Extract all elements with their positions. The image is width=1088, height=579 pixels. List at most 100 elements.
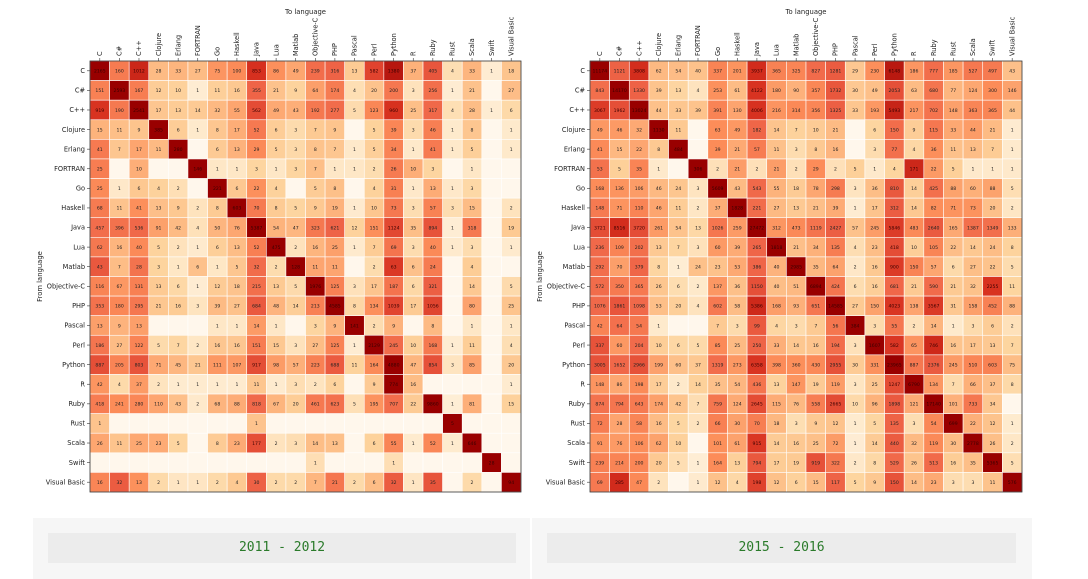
cell-value-label: 11174 — [593, 69, 608, 75]
cell-value-label: 91 — [597, 441, 603, 447]
cell-value-label: 122 — [135, 343, 144, 349]
cell-value-label: 116 — [95, 284, 104, 290]
cell-value-label: 2 — [716, 167, 719, 173]
cell-value-label: 4 — [373, 186, 376, 192]
cell-value-label: 5 — [235, 265, 238, 271]
cell-value-label: 3 — [157, 265, 160, 271]
cell-value-label: 45 — [175, 362, 181, 368]
cell-value-label: 121 — [910, 402, 919, 408]
cell-value-label: 25 — [97, 186, 103, 192]
cell-value-label: 13 — [234, 147, 240, 153]
cell-value-label: 461 — [311, 402, 320, 408]
cell-value-label: 76 — [234, 225, 240, 231]
cell-value-label: 43 — [293, 108, 299, 114]
cell-value-label: 100 — [233, 69, 242, 75]
cell-value-label: 33 — [950, 127, 956, 133]
col-label-java: Java — [753, 42, 761, 57]
cell-value-label: 13 — [234, 245, 240, 251]
cell-value-label: 1 — [451, 225, 454, 231]
cell-value-label: 2 — [275, 265, 278, 271]
cell-value-label: 30 — [734, 421, 740, 427]
plot-frame — [89, 60, 522, 493]
row-label-lua: Lua — [573, 243, 585, 251]
cell-value-label: 11 — [675, 127, 681, 133]
cell-value-label: 5 — [157, 245, 160, 251]
cell-value-label: 17 — [656, 382, 662, 388]
cell-value-label: 919 — [811, 460, 820, 466]
cell-value-label: 28 — [469, 108, 475, 114]
cell-value-label: 72 — [833, 441, 839, 447]
cell-value-label: 3 — [952, 480, 955, 486]
cell-value-label: 57 — [430, 206, 436, 212]
cell-value-label: 1 — [314, 460, 317, 466]
cell-value-label: 774 — [389, 382, 398, 388]
cell-value-label: 11 — [990, 480, 996, 486]
cell-value-label: 26 — [97, 441, 103, 447]
cell-value-label: 60 — [617, 343, 623, 349]
cell-value-label: 6 — [412, 265, 415, 271]
cell-value-label: 16 — [656, 421, 662, 427]
cell-value-label: 3937 — [751, 69, 763, 75]
cell-value-label: 146 — [193, 167, 202, 173]
cell-value-label: 5 — [471, 147, 474, 153]
cell-value-label: 216 — [772, 108, 781, 114]
cell-value-label: 11 — [214, 88, 220, 94]
cell-value-label: 2 — [1011, 323, 1014, 329]
cell-value-label: 4 — [118, 382, 121, 388]
cell-value-label: 1 — [235, 382, 238, 388]
cell-value-label: 202 — [635, 245, 644, 251]
cell-value-label: 185 — [949, 69, 958, 75]
cell-value-label: 1 — [216, 265, 219, 271]
cell-value-label: 1 — [196, 245, 199, 251]
cell-value-label: 9 — [913, 127, 916, 133]
cell-value-label: 105 — [929, 245, 938, 251]
col-label-cpp: C++ — [135, 40, 143, 56]
cell-value-label: 1 — [451, 343, 454, 349]
heatmap-cell — [668, 472, 689, 493]
cell-value-label: 198 — [753, 480, 762, 486]
cell-value-label: 88 — [234, 402, 240, 408]
cell-value-label: 10 — [675, 441, 681, 447]
cell-value-label: 109 — [615, 245, 624, 251]
row-label-objective-c: Objective-C — [47, 282, 86, 290]
cell-value-label: 10 — [410, 167, 416, 173]
cell-value-label: 572 — [595, 284, 604, 290]
cell-value-label: 17 — [970, 343, 976, 349]
cell-value-label: 16 — [872, 284, 878, 290]
cell-value-label: 22 — [990, 265, 996, 271]
row-label-scala: Scala — [67, 439, 85, 447]
cell-value-label: 1 — [657, 323, 660, 329]
cell-value-label: 8 — [216, 206, 219, 212]
cell-value-label: 17 — [410, 304, 416, 310]
col-label-swift: Swift — [989, 39, 997, 56]
cell-value-label: 5 — [854, 167, 857, 173]
cell-value-label: 18 — [774, 421, 780, 427]
cell-value-label: 13 — [136, 323, 142, 329]
cell-value-label: 107 — [233, 362, 242, 368]
cell-value-label: 21 — [813, 206, 819, 212]
cell-value-label: 9 — [814, 421, 817, 427]
cell-value-label: 35 — [970, 460, 976, 466]
cell-value-label: 115 — [772, 402, 781, 408]
cell-value-label: 14 — [793, 343, 799, 349]
row-label-python: Python — [562, 361, 585, 369]
cell-value-label: 5386 — [751, 304, 763, 310]
cell-value-label: 2376 — [928, 362, 940, 368]
cell-value-label: 16 — [234, 88, 240, 94]
cell-value-label: 6790 — [908, 382, 920, 388]
cell-value-label: 277 — [330, 108, 339, 114]
cell-value-label: 16 — [97, 480, 103, 486]
cell-value-label: 325 — [792, 69, 801, 75]
cell-value-label: 1349 — [987, 225, 999, 231]
cell-value-label: 8 — [1011, 245, 1014, 251]
cell-value-label: 273 — [733, 362, 742, 368]
cell-value-label: 14 — [469, 284, 475, 290]
cell-value-label: 39 — [734, 245, 740, 251]
cell-value-label: 14 — [872, 441, 878, 447]
row-label-ruby: Ruby — [568, 400, 585, 408]
cell-value-label: 17 — [156, 108, 162, 114]
col-label-csharp: C# — [116, 45, 124, 56]
cell-value-label: 42 — [175, 225, 181, 231]
cell-value-label: 483 — [910, 225, 919, 231]
cell-value-label: 21 — [793, 245, 799, 251]
